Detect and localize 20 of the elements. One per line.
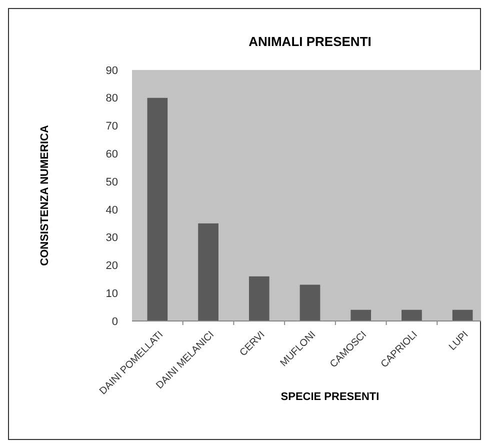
y-tick-label: 30 bbox=[106, 232, 118, 244]
y-tick-label: 70 bbox=[106, 120, 118, 133]
y-tick-label: 40 bbox=[106, 204, 118, 216]
y-tick-label: 60 bbox=[106, 148, 118, 161]
bar bbox=[248, 276, 270, 321]
y-tick-label: 20 bbox=[106, 260, 118, 272]
y-axis-title: CONSISTENZA NUMERICA bbox=[39, 125, 51, 266]
bar bbox=[350, 310, 372, 321]
y-tick-label: 90 bbox=[106, 64, 118, 77]
bar bbox=[300, 284, 320, 321]
x-axis-title: SPECIE PRESENTI bbox=[280, 391, 380, 403]
y-tick-label: 50 bbox=[106, 176, 118, 188]
bar bbox=[147, 98, 168, 321]
chart-title: ANIMALI PRESENTI bbox=[248, 34, 372, 49]
y-tick-label: 0 bbox=[112, 316, 118, 328]
bar bbox=[402, 310, 422, 321]
bar bbox=[198, 223, 218, 321]
y-tick-label: 10 bbox=[106, 288, 118, 300]
bar bbox=[452, 310, 473, 321]
y-tick-label: 80 bbox=[106, 92, 118, 105]
